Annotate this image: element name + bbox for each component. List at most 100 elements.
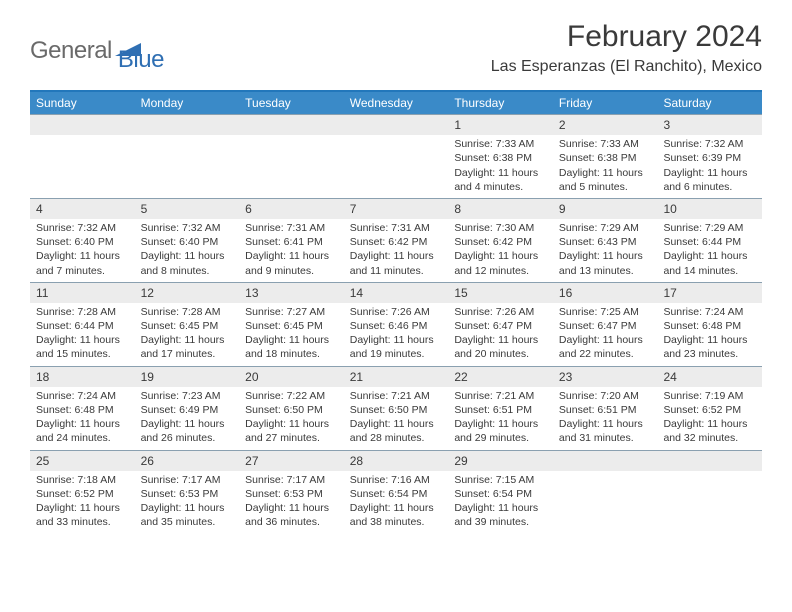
day-number: 28 (344, 451, 449, 471)
day-line-ss: Sunset: 6:47 PM (559, 319, 652, 333)
day-number: 16 (553, 283, 658, 303)
day-line-d2: and 8 minutes. (141, 264, 234, 278)
day-number: 11 (30, 283, 135, 303)
day-cell (30, 115, 135, 198)
calendar-body: 1Sunrise: 7:33 AMSunset: 6:38 PMDaylight… (30, 114, 762, 533)
day-line-ss: Sunset: 6:51 PM (559, 403, 652, 417)
day-line-sr: Sunrise: 7:24 AM (36, 389, 129, 403)
day-line-d2: and 31 minutes. (559, 431, 652, 445)
day-line-d2: and 6 minutes. (663, 180, 756, 194)
day-body: Sunrise: 7:32 AMSunset: 6:40 PMDaylight:… (30, 219, 135, 282)
day-body: Sunrise: 7:26 AMSunset: 6:47 PMDaylight:… (448, 303, 553, 366)
day-line-ss: Sunset: 6:49 PM (141, 403, 234, 417)
day-cell: 23Sunrise: 7:20 AMSunset: 6:51 PMDayligh… (553, 367, 658, 450)
day-line-d2: and 39 minutes. (454, 515, 547, 529)
day-line-d1: Daylight: 11 hours (350, 333, 443, 347)
day-number: 23 (553, 367, 658, 387)
day-line-d2: and 32 minutes. (663, 431, 756, 445)
weekday-header-row: SundayMondayTuesdayWednesdayThursdayFrid… (30, 92, 762, 114)
page-title: February 2024 (491, 20, 762, 54)
day-line-sr: Sunrise: 7:18 AM (36, 473, 129, 487)
day-cell: 1Sunrise: 7:33 AMSunset: 6:38 PMDaylight… (448, 115, 553, 198)
day-line-d1: Daylight: 11 hours (245, 417, 338, 431)
day-line-sr: Sunrise: 7:31 AM (245, 221, 338, 235)
weekday-monday: Monday (135, 92, 240, 114)
day-line-ss: Sunset: 6:39 PM (663, 151, 756, 165)
day-number: 13 (239, 283, 344, 303)
day-line-d1: Daylight: 11 hours (141, 417, 234, 431)
day-line-sr: Sunrise: 7:27 AM (245, 305, 338, 319)
day-line-d1: Daylight: 11 hours (454, 249, 547, 263)
day-line-sr: Sunrise: 7:28 AM (36, 305, 129, 319)
day-number: 18 (30, 367, 135, 387)
day-line-ss: Sunset: 6:50 PM (245, 403, 338, 417)
weekday-friday: Friday (553, 92, 658, 114)
week-row: 11Sunrise: 7:28 AMSunset: 6:44 PMDayligh… (30, 282, 762, 366)
day-body (344, 135, 449, 141)
day-number: 3 (657, 115, 762, 135)
day-body (239, 135, 344, 141)
day-line-d2: and 15 minutes. (36, 347, 129, 361)
day-line-sr: Sunrise: 7:19 AM (663, 389, 756, 403)
day-number: 20 (239, 367, 344, 387)
location-label: Las Esperanzas (El Ranchito), Mexico (491, 58, 762, 76)
day-body (657, 471, 762, 477)
day-line-sr: Sunrise: 7:24 AM (663, 305, 756, 319)
day-number: 2 (553, 115, 658, 135)
day-number: 7 (344, 199, 449, 219)
day-cell (657, 451, 762, 534)
day-cell: 14Sunrise: 7:26 AMSunset: 6:46 PMDayligh… (344, 283, 449, 366)
day-line-d1: Daylight: 11 hours (663, 166, 756, 180)
day-line-d2: and 17 minutes. (141, 347, 234, 361)
day-line-d2: and 36 minutes. (245, 515, 338, 529)
day-cell: 18Sunrise: 7:24 AMSunset: 6:48 PMDayligh… (30, 367, 135, 450)
day-line-d2: and 5 minutes. (559, 180, 652, 194)
day-line-ss: Sunset: 6:45 PM (245, 319, 338, 333)
day-body: Sunrise: 7:25 AMSunset: 6:47 PMDaylight:… (553, 303, 658, 366)
day-line-ss: Sunset: 6:53 PM (245, 487, 338, 501)
day-line-d1: Daylight: 11 hours (350, 501, 443, 515)
day-line-ss: Sunset: 6:54 PM (350, 487, 443, 501)
day-line-ss: Sunset: 6:38 PM (454, 151, 547, 165)
day-number (657, 451, 762, 471)
logo: General Blue (30, 20, 164, 74)
day-cell (239, 115, 344, 198)
day-line-sr: Sunrise: 7:29 AM (559, 221, 652, 235)
day-line-d1: Daylight: 11 hours (559, 417, 652, 431)
day-cell: 22Sunrise: 7:21 AMSunset: 6:51 PMDayligh… (448, 367, 553, 450)
day-number: 29 (448, 451, 553, 471)
day-line-d1: Daylight: 11 hours (36, 249, 129, 263)
day-cell: 17Sunrise: 7:24 AMSunset: 6:48 PMDayligh… (657, 283, 762, 366)
day-line-sr: Sunrise: 7:25 AM (559, 305, 652, 319)
day-body: Sunrise: 7:31 AMSunset: 6:41 PMDaylight:… (239, 219, 344, 282)
day-number: 27 (239, 451, 344, 471)
day-body: Sunrise: 7:17 AMSunset: 6:53 PMDaylight:… (135, 471, 240, 534)
day-line-ss: Sunset: 6:44 PM (663, 235, 756, 249)
day-cell: 12Sunrise: 7:28 AMSunset: 6:45 PMDayligh… (135, 283, 240, 366)
day-cell: 4Sunrise: 7:32 AMSunset: 6:40 PMDaylight… (30, 199, 135, 282)
day-cell: 11Sunrise: 7:28 AMSunset: 6:44 PMDayligh… (30, 283, 135, 366)
week-row: 25Sunrise: 7:18 AMSunset: 6:52 PMDayligh… (30, 450, 762, 534)
day-cell: 16Sunrise: 7:25 AMSunset: 6:47 PMDayligh… (553, 283, 658, 366)
day-line-sr: Sunrise: 7:15 AM (454, 473, 547, 487)
day-line-ss: Sunset: 6:38 PM (559, 151, 652, 165)
day-line-sr: Sunrise: 7:21 AM (350, 389, 443, 403)
day-line-d1: Daylight: 11 hours (454, 333, 547, 347)
weekday-saturday: Saturday (657, 92, 762, 114)
day-line-ss: Sunset: 6:54 PM (454, 487, 547, 501)
day-line-d2: and 26 minutes. (141, 431, 234, 445)
day-number: 26 (135, 451, 240, 471)
day-body: Sunrise: 7:18 AMSunset: 6:52 PMDaylight:… (30, 471, 135, 534)
day-number: 14 (344, 283, 449, 303)
day-body: Sunrise: 7:31 AMSunset: 6:42 PMDaylight:… (344, 219, 449, 282)
day-number (344, 115, 449, 135)
day-number (30, 115, 135, 135)
day-number: 15 (448, 283, 553, 303)
day-cell: 10Sunrise: 7:29 AMSunset: 6:44 PMDayligh… (657, 199, 762, 282)
day-line-d1: Daylight: 11 hours (663, 417, 756, 431)
day-line-d1: Daylight: 11 hours (559, 166, 652, 180)
day-line-ss: Sunset: 6:52 PM (36, 487, 129, 501)
day-body: Sunrise: 7:21 AMSunset: 6:51 PMDaylight:… (448, 387, 553, 450)
day-line-sr: Sunrise: 7:33 AM (559, 137, 652, 151)
day-cell: 2 Sunrise: 7:33 AMSunset: 6:38 PMDaylight… (553, 115, 658, 198)
